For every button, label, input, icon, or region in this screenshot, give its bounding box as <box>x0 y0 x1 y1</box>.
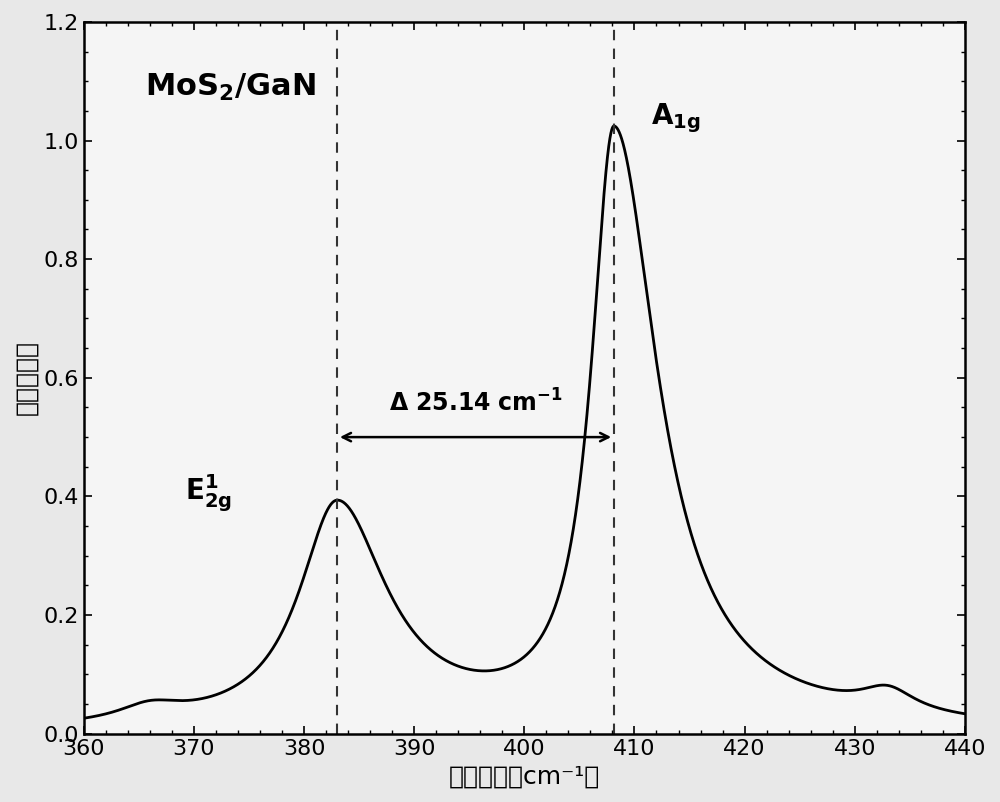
X-axis label: 拉曼频移（cm⁻¹）: 拉曼频移（cm⁻¹） <box>449 764 600 788</box>
Text: $\mathbf{\Delta}$ $\mathbf{25.14\ cm^{-1}}$: $\mathbf{\Delta}$ $\mathbf{25.14\ cm^{-1… <box>389 389 562 416</box>
Text: $\mathbf{A}_{\mathbf{1g}}$: $\mathbf{A}_{\mathbf{1g}}$ <box>651 101 701 135</box>
Text: $\mathbf{E}^{\mathbf{1}}_{\mathbf{2g}}$: $\mathbf{E}^{\mathbf{1}}_{\mathbf{2g}}$ <box>185 472 232 514</box>
Y-axis label: 归一化强度: 归一化强度 <box>14 340 38 415</box>
Text: $\mathbf{MoS_2/GaN}$: $\mathbf{MoS_2/GaN}$ <box>145 71 316 103</box>
